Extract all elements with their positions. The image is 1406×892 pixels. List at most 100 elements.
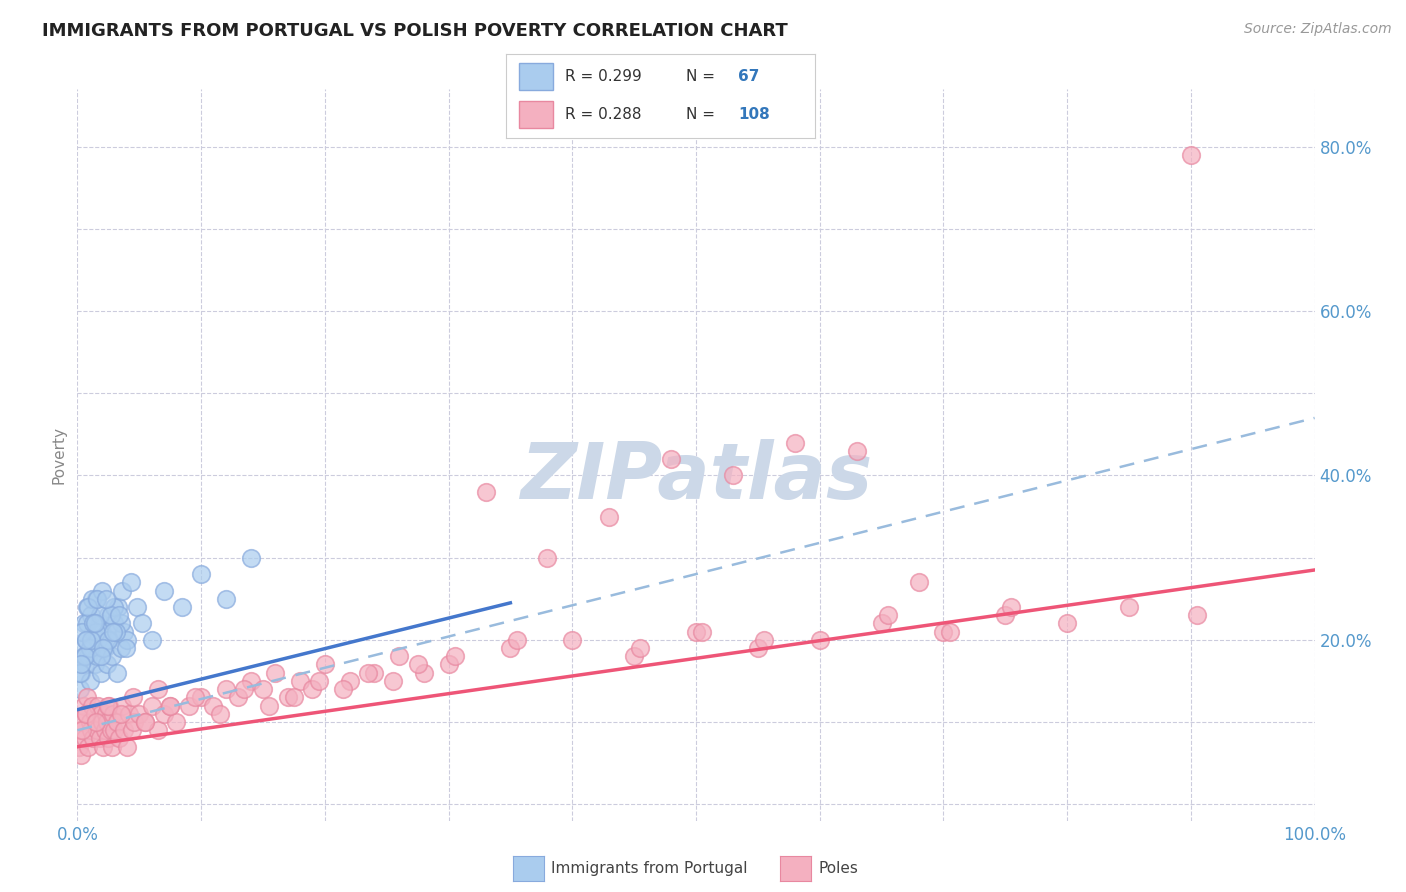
Point (357, 665, 380, 680)
Point (314, 657, 336, 672)
Point (159, 698, 181, 713)
Point (239, 550, 262, 565)
Point (105, 714, 128, 729)
Point (98, 698, 121, 713)
Point (623, 649, 645, 664)
Point (165, 714, 187, 729)
Point (105, 665, 128, 680)
FancyBboxPatch shape (519, 62, 553, 90)
Point (72, 641, 94, 656)
Point (83, 657, 105, 672)
Point (721, 468, 744, 483)
Point (91, 624, 114, 639)
Point (111, 698, 134, 713)
Point (110, 706, 132, 721)
Point (252, 682, 274, 697)
Point (114, 641, 136, 656)
Point (159, 698, 181, 713)
Point (86, 723, 108, 738)
Point (75, 706, 97, 721)
Point (80, 632, 103, 647)
Point (128, 706, 150, 721)
Point (561, 632, 583, 647)
Point (70, 657, 93, 672)
Point (628, 641, 651, 656)
Text: Poles: Poles (818, 862, 858, 876)
Point (84, 591, 107, 606)
Text: R = 0.299: R = 0.299 (565, 69, 641, 84)
Point (67, 739, 90, 754)
Text: R = 0.288: R = 0.288 (565, 107, 641, 122)
Point (84, 714, 107, 729)
Point (70, 665, 93, 680)
Point (69, 682, 91, 697)
Point (190, 690, 212, 705)
Point (301, 682, 323, 697)
Point (499, 641, 522, 656)
Point (134, 714, 156, 729)
Point (100, 608, 122, 623)
Point (89, 616, 111, 631)
Point (91, 714, 114, 729)
Point (474, 484, 496, 499)
Point (97, 698, 120, 713)
Point (104, 624, 127, 639)
Point (82, 591, 104, 606)
Point (80, 608, 103, 623)
Point (845, 443, 868, 458)
Point (75, 706, 97, 721)
Point (84, 714, 107, 729)
Point (122, 690, 145, 705)
Point (87, 698, 110, 713)
Point (107, 599, 129, 614)
Point (86, 591, 108, 606)
Point (72, 649, 94, 664)
Point (122, 714, 145, 729)
Point (1180, 148, 1202, 162)
Point (412, 665, 434, 680)
Point (79, 714, 101, 729)
Point (87, 632, 110, 647)
Point (103, 723, 125, 738)
Text: ZIPatlas: ZIPatlas (520, 439, 872, 515)
Point (233, 682, 256, 697)
Point (505, 632, 527, 647)
Point (808, 632, 831, 647)
Point (73, 657, 96, 672)
Point (86, 649, 108, 664)
Point (339, 673, 361, 688)
Point (690, 624, 713, 639)
Point (938, 624, 960, 639)
Text: N =: N = (686, 69, 720, 84)
Point (994, 608, 1017, 623)
Point (76, 599, 98, 614)
Point (876, 608, 898, 623)
Point (96, 657, 118, 672)
FancyBboxPatch shape (519, 101, 553, 128)
Point (80, 723, 103, 738)
Point (70, 747, 93, 762)
Point (83, 706, 105, 721)
Point (121, 723, 143, 738)
Text: Source: ZipAtlas.com: Source: ZipAtlas.com (1244, 22, 1392, 37)
Point (82, 641, 104, 656)
Text: 67: 67 (738, 69, 759, 84)
Point (83, 616, 105, 631)
Point (153, 583, 176, 598)
Point (443, 649, 465, 664)
Text: Immigrants from Portugal: Immigrants from Portugal (551, 862, 748, 876)
Point (98, 632, 121, 647)
Point (79, 673, 101, 688)
Point (226, 690, 249, 705)
Point (77, 599, 100, 614)
Point (752, 632, 775, 647)
Point (141, 698, 163, 713)
Point (73, 731, 96, 746)
Point (90, 649, 112, 664)
Point (96, 714, 118, 729)
Point (103, 624, 125, 639)
Point (685, 624, 707, 639)
Point (1056, 616, 1078, 631)
Point (103, 706, 125, 721)
Point (202, 698, 225, 713)
